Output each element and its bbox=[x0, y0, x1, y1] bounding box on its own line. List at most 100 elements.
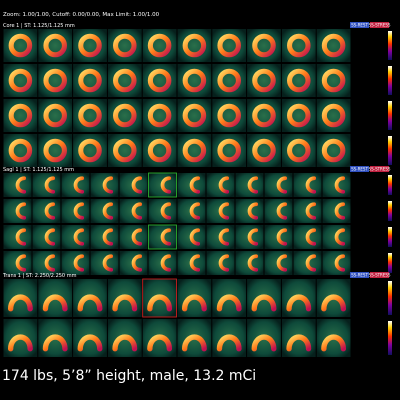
myocardium bbox=[160, 202, 172, 220]
color-bar bbox=[388, 281, 392, 315]
myocardium bbox=[78, 138, 102, 163]
myocardium bbox=[15, 254, 27, 272]
color-bar bbox=[388, 175, 392, 195]
slice bbox=[212, 319, 247, 357]
myocardium bbox=[78, 68, 102, 93]
color-bar bbox=[388, 321, 392, 355]
myocardium bbox=[321, 334, 347, 352]
myocardium bbox=[252, 138, 276, 163]
myocardium bbox=[189, 228, 201, 246]
slice bbox=[3, 319, 38, 357]
myocardium bbox=[182, 103, 207, 128]
slice bbox=[38, 279, 73, 317]
slice bbox=[177, 251, 206, 275]
slice bbox=[247, 99, 281, 132]
slice bbox=[142, 134, 177, 167]
slice bbox=[322, 199, 351, 223]
myocardium bbox=[287, 33, 311, 58]
slice bbox=[206, 199, 235, 223]
myocardium bbox=[77, 334, 103, 352]
badge bbox=[350, 22, 369, 28]
slice bbox=[73, 29, 107, 62]
myocardium bbox=[305, 228, 317, 246]
slice bbox=[281, 99, 316, 132]
myocardium bbox=[321, 103, 346, 128]
slice bbox=[107, 64, 142, 97]
myocardium bbox=[7, 334, 33, 352]
badge bbox=[350, 272, 369, 278]
slice bbox=[264, 225, 293, 249]
myocardium bbox=[42, 294, 68, 312]
myocardium bbox=[102, 202, 114, 220]
myocardium bbox=[113, 68, 137, 93]
slice bbox=[119, 173, 148, 197]
badge-label: SS-STRESS bbox=[369, 273, 391, 278]
slice bbox=[316, 64, 351, 97]
slice bbox=[32, 225, 61, 249]
myocardium bbox=[218, 202, 230, 220]
myocardium bbox=[217, 33, 241, 58]
myocardium bbox=[73, 254, 85, 272]
slice bbox=[38, 99, 73, 132]
slice bbox=[61, 225, 90, 249]
myocardium bbox=[189, 176, 201, 194]
myocardium bbox=[334, 176, 346, 194]
slice bbox=[206, 225, 235, 249]
badge bbox=[350, 166, 369, 172]
myocardium bbox=[305, 176, 317, 194]
myocardium bbox=[43, 103, 67, 128]
section-label: Sagl 1 | ST: 1.125/1.125 mm bbox=[3, 167, 74, 173]
slice bbox=[206, 251, 235, 275]
myocardium bbox=[131, 228, 143, 246]
myocardium bbox=[147, 138, 172, 163]
slice bbox=[281, 319, 316, 357]
slice bbox=[38, 134, 73, 167]
slice bbox=[107, 279, 142, 317]
slice bbox=[293, 173, 322, 197]
slice bbox=[206, 173, 235, 197]
slice bbox=[3, 64, 38, 97]
myocardium bbox=[113, 138, 137, 163]
myocardium bbox=[131, 202, 143, 220]
badge bbox=[370, 166, 389, 172]
slice bbox=[90, 225, 119, 249]
slice bbox=[247, 279, 281, 317]
slice bbox=[3, 251, 32, 275]
slice bbox=[264, 173, 293, 197]
slice bbox=[148, 199, 177, 223]
myocardium bbox=[43, 33, 67, 58]
slice bbox=[264, 251, 293, 275]
myocardium bbox=[102, 176, 114, 194]
myocardium bbox=[286, 294, 312, 312]
myocardium bbox=[113, 103, 137, 128]
myocardium bbox=[147, 103, 172, 128]
myocardium bbox=[287, 68, 311, 93]
myocardium bbox=[181, 334, 207, 352]
slice bbox=[322, 251, 351, 275]
slice bbox=[38, 29, 73, 62]
myocardium bbox=[73, 176, 85, 194]
myocardium bbox=[276, 254, 288, 272]
color-bar bbox=[388, 253, 392, 273]
myocardium bbox=[218, 228, 230, 246]
myocardium bbox=[43, 138, 67, 163]
myocardium bbox=[44, 254, 56, 272]
myocardium bbox=[147, 68, 172, 93]
myocardium bbox=[334, 202, 346, 220]
myocardium bbox=[247, 176, 259, 194]
selection bbox=[142, 278, 177, 318]
myocardium bbox=[42, 334, 68, 352]
slice bbox=[119, 225, 148, 249]
myocardium bbox=[321, 294, 347, 312]
slice bbox=[177, 225, 206, 249]
slice bbox=[142, 278, 177, 318]
myocardium bbox=[251, 334, 277, 352]
slice bbox=[61, 251, 90, 275]
slice bbox=[247, 134, 281, 167]
badge bbox=[370, 272, 389, 278]
slice bbox=[107, 319, 142, 357]
myocardium bbox=[252, 68, 276, 93]
slice bbox=[316, 99, 351, 132]
slice bbox=[38, 319, 73, 357]
